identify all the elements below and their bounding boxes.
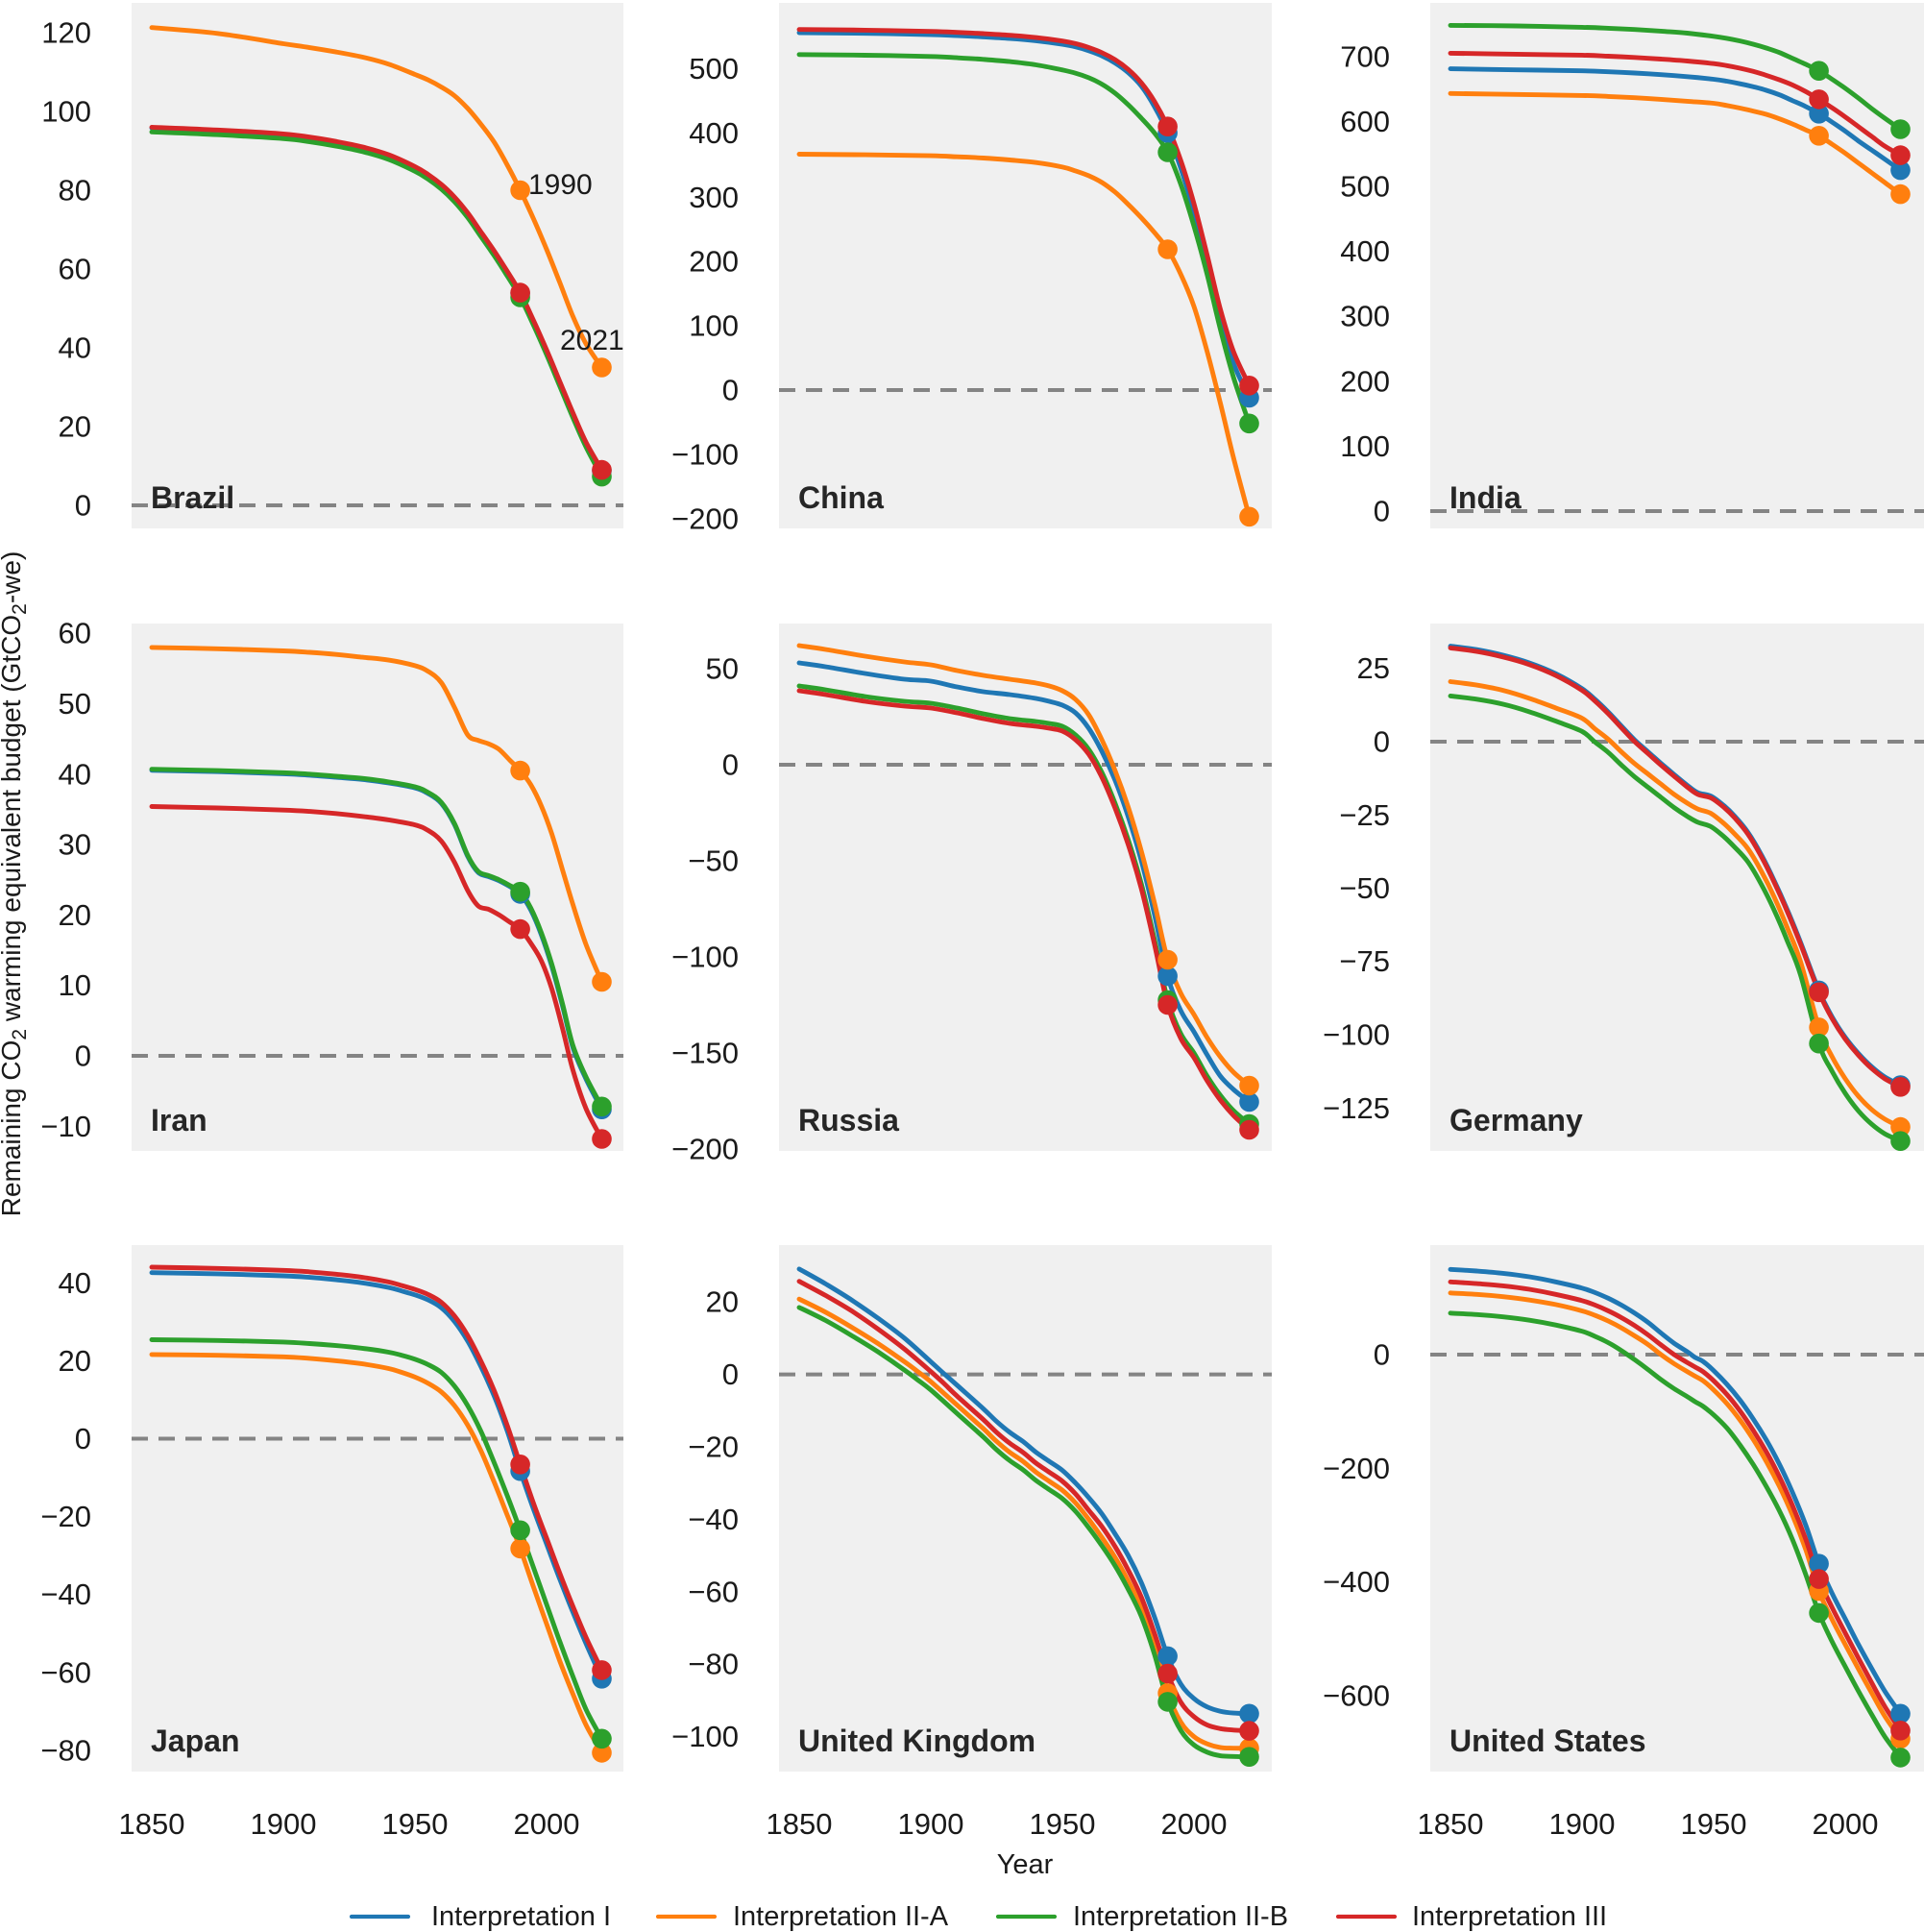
- svg-text:−10: −10: [40, 1110, 91, 1143]
- svg-text:−100: −100: [671, 941, 739, 974]
- svg-text:−80: −80: [688, 1648, 739, 1681]
- svg-text:−60: −60: [40, 1655, 91, 1689]
- svg-text:200: 200: [689, 245, 739, 279]
- svg-text:500: 500: [1340, 170, 1390, 204]
- svg-text:Iran: Iran: [151, 1103, 207, 1137]
- svg-text:40: 40: [59, 1266, 91, 1300]
- svg-text:40: 40: [59, 757, 91, 791]
- svg-text:−600: −600: [1323, 1678, 1390, 1712]
- svg-text:0: 0: [75, 1039, 91, 1073]
- svg-text:Interpretation II-A: Interpretation II-A: [733, 1901, 949, 1932]
- svg-text:2000: 2000: [1813, 1807, 1879, 1841]
- svg-text:−40: −40: [40, 1577, 91, 1611]
- svg-text:700: 700: [1340, 39, 1390, 73]
- svg-text:25: 25: [1357, 651, 1390, 685]
- svg-text:300: 300: [689, 181, 739, 214]
- svg-text:−25: −25: [1339, 798, 1390, 832]
- svg-text:20: 20: [59, 1344, 91, 1378]
- svg-text:−100: −100: [1323, 1018, 1390, 1052]
- svg-text:−20: −20: [688, 1431, 739, 1464]
- svg-text:600: 600: [1340, 105, 1390, 138]
- svg-text:1900: 1900: [1549, 1807, 1616, 1841]
- svg-text:1900: 1900: [251, 1807, 317, 1841]
- svg-text:China: China: [798, 480, 884, 515]
- svg-text:40: 40: [59, 331, 91, 365]
- svg-text:−60: −60: [688, 1575, 739, 1608]
- svg-text:50: 50: [706, 652, 739, 686]
- svg-text:2021: 2021: [560, 325, 624, 356]
- svg-text:100: 100: [1340, 429, 1390, 463]
- svg-text:1990: 1990: [528, 169, 593, 201]
- svg-text:−50: −50: [1339, 871, 1390, 905]
- svg-text:India: India: [1449, 480, 1522, 515]
- svg-text:60: 60: [59, 253, 91, 286]
- svg-text:−100: −100: [671, 437, 739, 471]
- svg-text:0: 0: [722, 374, 739, 407]
- svg-text:80: 80: [59, 174, 91, 208]
- svg-text:1850: 1850: [119, 1807, 185, 1841]
- svg-text:1850: 1850: [767, 1807, 833, 1841]
- svg-text:Interpretation III: Interpretation III: [1412, 1901, 1607, 1932]
- svg-text:20: 20: [59, 410, 91, 444]
- svg-text:0: 0: [1374, 495, 1390, 528]
- svg-text:50: 50: [59, 687, 91, 721]
- svg-text:−200: −200: [1323, 1452, 1390, 1485]
- svg-text:100: 100: [689, 309, 739, 343]
- svg-text:0: 0: [75, 1422, 91, 1455]
- svg-text:30: 30: [59, 828, 91, 862]
- svg-text:Interpretation II-B: Interpretation II-B: [1073, 1901, 1288, 1932]
- svg-text:0: 0: [722, 748, 739, 782]
- svg-text:−125: −125: [1323, 1091, 1390, 1125]
- svg-text:−150: −150: [671, 1037, 739, 1070]
- svg-text:United States: United States: [1449, 1724, 1645, 1758]
- svg-text:1950: 1950: [1030, 1807, 1096, 1841]
- svg-text:United Kingdom: United Kingdom: [798, 1724, 1035, 1758]
- svg-text:1900: 1900: [898, 1807, 964, 1841]
- svg-text:20: 20: [706, 1285, 739, 1319]
- svg-text:Germany: Germany: [1449, 1103, 1583, 1137]
- svg-text:20: 20: [59, 898, 91, 932]
- svg-text:400: 400: [689, 116, 739, 150]
- svg-text:0: 0: [722, 1357, 739, 1391]
- svg-text:1950: 1950: [1681, 1807, 1747, 1841]
- svg-text:0: 0: [75, 489, 91, 523]
- svg-text:0: 0: [1374, 725, 1390, 759]
- svg-text:Japan: Japan: [151, 1724, 239, 1758]
- svg-text:Year: Year: [997, 1849, 1054, 1880]
- svg-text:−80: −80: [40, 1734, 91, 1768]
- svg-text:1850: 1850: [1418, 1807, 1484, 1841]
- svg-text:Russia: Russia: [798, 1103, 899, 1137]
- svg-text:300: 300: [1340, 300, 1390, 333]
- svg-text:100: 100: [41, 95, 91, 129]
- svg-text:500: 500: [689, 52, 739, 86]
- svg-text:−40: −40: [688, 1503, 739, 1536]
- svg-text:Interpretation I: Interpretation I: [431, 1901, 611, 1932]
- svg-text:−20: −20: [40, 1500, 91, 1533]
- svg-text:10: 10: [59, 968, 91, 1002]
- svg-text:1950: 1950: [382, 1807, 449, 1841]
- svg-text:Remaining CO2 warming equivale: Remaining CO2 warming equivalent budget …: [0, 551, 31, 1217]
- svg-text:−200: −200: [671, 1133, 739, 1166]
- svg-text:Brazil: Brazil: [151, 480, 234, 515]
- svg-text:−200: −200: [671, 501, 739, 535]
- svg-text:−50: −50: [688, 844, 739, 878]
- svg-text:120: 120: [41, 16, 91, 50]
- svg-text:0: 0: [1374, 1338, 1390, 1372]
- svg-text:60: 60: [59, 617, 91, 650]
- svg-text:2000: 2000: [514, 1807, 580, 1841]
- svg-text:−400: −400: [1323, 1565, 1390, 1599]
- svg-text:−100: −100: [671, 1720, 739, 1753]
- svg-text:400: 400: [1340, 234, 1390, 268]
- svg-text:200: 200: [1340, 364, 1390, 398]
- svg-text:2000: 2000: [1161, 1807, 1228, 1841]
- svg-text:−75: −75: [1339, 944, 1390, 978]
